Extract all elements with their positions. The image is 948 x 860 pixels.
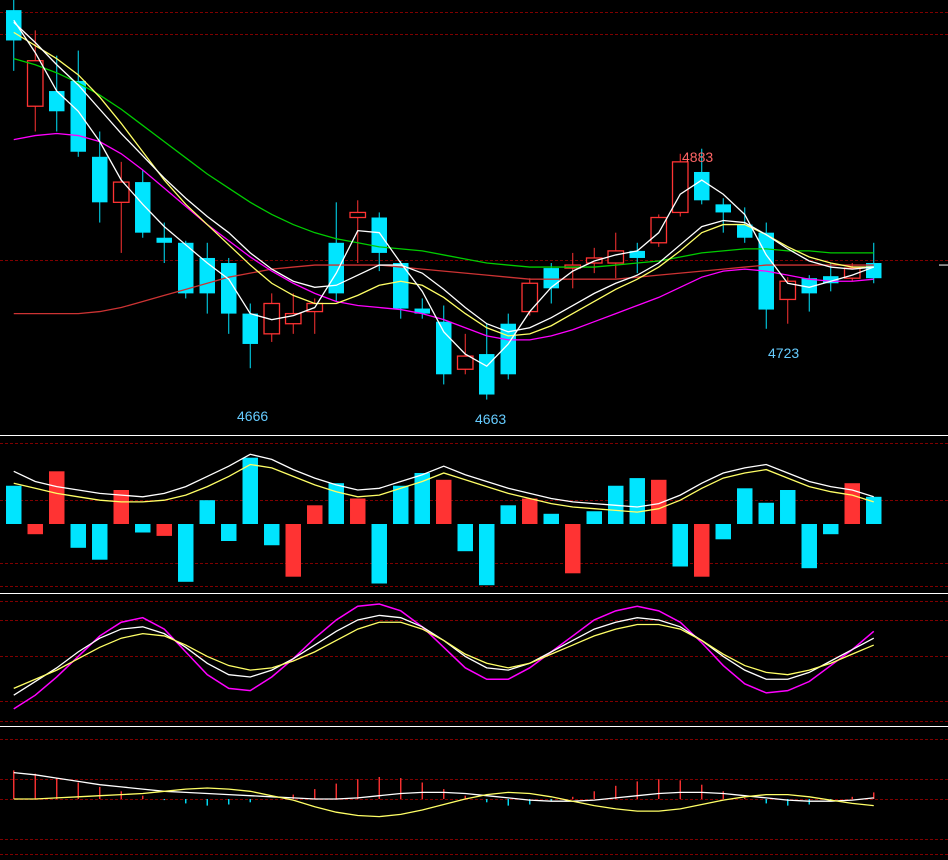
svg-text:4666: 4666 [237,408,268,424]
price-chart-panel[interactable]: 4883472346664663 [0,0,948,435]
panel-separator [0,435,948,436]
macd-panel[interactable] [0,729,948,859]
panel-separator [0,593,948,594]
svg-text:4663: 4663 [475,411,506,427]
oscillator-panel[interactable] [0,596,948,726]
svg-text:4723: 4723 [768,345,799,361]
panel-separator [0,726,948,727]
volume-panel[interactable] [0,438,948,593]
